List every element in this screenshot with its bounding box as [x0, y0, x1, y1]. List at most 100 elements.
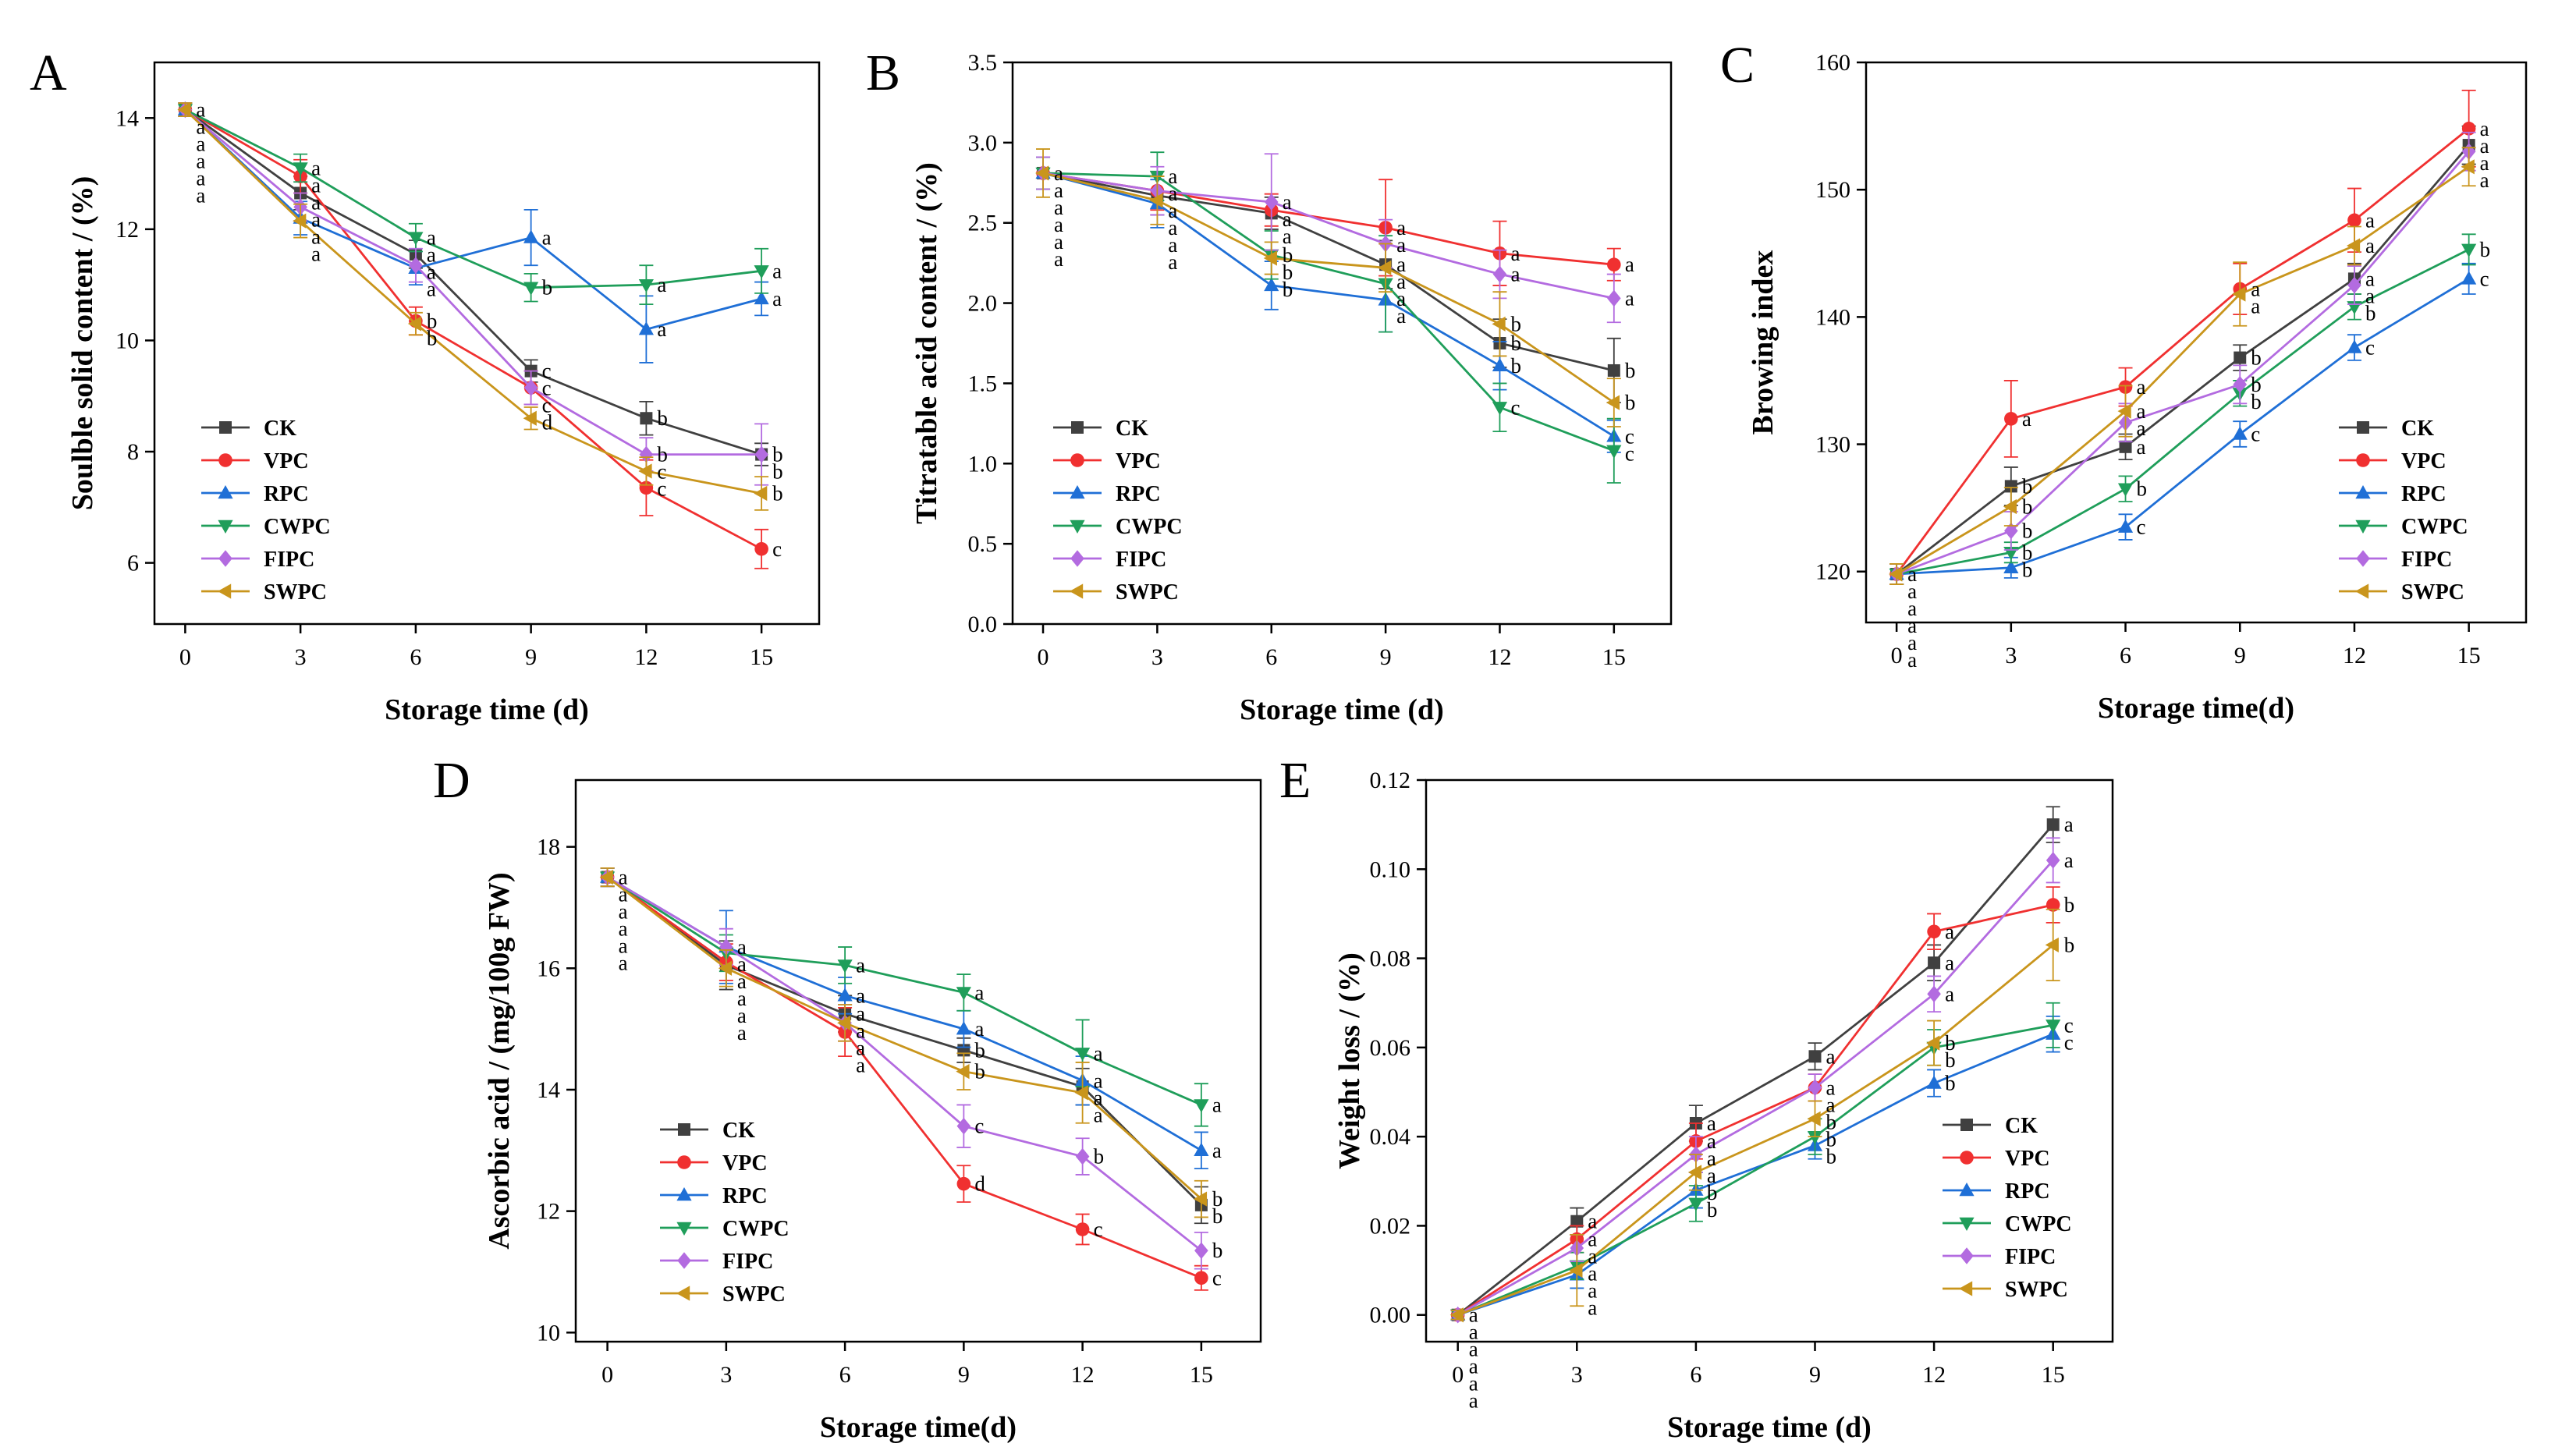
data-point-cwpc [2461, 243, 2477, 257]
data-point-ck [1607, 364, 1620, 377]
significance-label-fipc: a [737, 952, 747, 976]
significance-label-vpc: b [427, 309, 438, 332]
significance-label-fipc: a [2064, 849, 2074, 872]
data-point-ck [2004, 480, 2017, 493]
y-tick-label: 0.5 [968, 531, 998, 557]
data-point-fipc [2046, 852, 2060, 869]
data-point-rpc [1264, 277, 1279, 292]
series-line-fipc [184, 108, 762, 456]
significance-label-fipc: a [1707, 1147, 1716, 1170]
significance-label-rpc: b [1945, 1072, 1956, 1095]
data-point-fipc [1194, 1242, 1208, 1260]
y-tick-label: 8 [127, 439, 139, 465]
panel-b: B 0 3 6 9 12 15 0.0 0.5 1.0 1.5 2.0 2.5 3.0 3.5 Storag… [866, 44, 1673, 726]
legend-marker-ck [1071, 421, 1084, 434]
panel-letter-a: A [30, 44, 67, 101]
significance-label-swpc: a [856, 1037, 865, 1060]
legend-marker-rpc [2355, 485, 2371, 499]
series-line-vpc [1895, 127, 2470, 575]
significance-label-vpc: a [311, 173, 321, 197]
significance-label-rpc: b [2022, 558, 2033, 581]
significance-label-vpc: a [856, 1054, 865, 1077]
x-tick-label: 0 [1452, 1362, 1464, 1388]
series-rpc [177, 101, 769, 364]
legend-label-fipc: FIPC [1116, 548, 1166, 572]
legend-marker-vpc [1070, 453, 1084, 467]
y-tick-label: 0.02 [1370, 1213, 1411, 1239]
significance-label-vpc: c [1212, 1266, 1222, 1289]
significance-label-vpc: a [1168, 182, 1177, 205]
plot-frame [1011, 61, 1673, 626]
x-tick-label: 0 [601, 1362, 613, 1388]
panel-letter-d: D [433, 752, 470, 809]
significance-label-rpc: c [1625, 424, 1634, 448]
x-axis-title: Storage time (d) [1240, 693, 1444, 726]
data-point-cwpc [956, 987, 971, 1001]
x-axis-title: Storage time (d) [385, 693, 589, 726]
significance-label-rpc: a [311, 225, 321, 248]
significance-label-swpc: a [311, 242, 321, 265]
significance-label-fipc: a [619, 934, 628, 958]
significance-label-cwpc: a [1212, 1093, 1222, 1116]
significance-label-rpc: a [1094, 1069, 1103, 1092]
significance-label-swpc: b [1510, 312, 1521, 335]
data-point-fipc [719, 938, 733, 956]
significance-label-fipc: a [1054, 230, 1063, 254]
data-point-fipc [409, 257, 423, 274]
significance-label-rpc: a [1907, 597, 1917, 620]
significance-label-vpc: a [2022, 407, 2031, 431]
y-tick-label: 14 [115, 105, 139, 131]
significance-label-ck: a [1094, 1086, 1103, 1109]
series-swpc [1889, 147, 2476, 585]
significance-label-rpc: a [427, 278, 436, 301]
data-point-ck [1570, 1215, 1584, 1228]
legend-label-cwpc: CWPC [2401, 515, 2468, 539]
series-swpc [1035, 148, 1621, 427]
legend-marker-rpc [218, 485, 233, 499]
significance-label-fipc: c [542, 394, 552, 417]
legend-marker-fipc [2356, 550, 2370, 567]
significance-label-cwpc: a [737, 970, 747, 993]
series-fipc [1889, 131, 2476, 585]
significance-label-cwpc: a [657, 273, 666, 296]
significance-label-swpc: a [1396, 270, 1406, 293]
series-line-cwpc [606, 876, 1202, 1106]
significance-label-fipc: a [1625, 286, 1634, 310]
significance-label-fipc: b [772, 460, 783, 484]
significance-label-ck: b [2251, 346, 2262, 370]
significance-label-ck: a [1396, 253, 1406, 276]
legend-label-vpc: VPC [2401, 449, 2446, 473]
x-tick-label: 6 [1265, 644, 1277, 670]
legend-label-ck: CK [2005, 1114, 2038, 1138]
series-rpc [1450, 1015, 2061, 1321]
significance-label-ck: a [737, 1004, 747, 1027]
legend-marker-fipc [218, 550, 232, 567]
legend-label-rpc: RPC [264, 482, 309, 506]
x-tick-label: 15 [1190, 1362, 1213, 1388]
y-tick-label: 1.5 [968, 371, 998, 396]
significance-label-fipc: a [2365, 284, 2375, 307]
y-tick-label: 6 [127, 551, 139, 576]
series-rpc [1035, 156, 1622, 453]
x-tick-label: 9 [2234, 643, 2246, 668]
data-point-swpc [2232, 286, 2246, 302]
legend-marker-rpc [1959, 1183, 1975, 1197]
legend-marker-swpc [1070, 583, 1084, 599]
x-tick-label: 3 [720, 1362, 732, 1388]
x-tick-label: 15 [2457, 643, 2481, 668]
data-point-rpc [2461, 271, 2477, 285]
significance-label-vpc: a [1945, 920, 1954, 943]
significance-label-fipc: a [1907, 631, 1917, 654]
data-point-swpc [1193, 1191, 1208, 1207]
significance-label-ck: a [1707, 1112, 1716, 1135]
data-point-rpc [837, 988, 853, 1002]
significance-label-rpc: a [619, 900, 628, 924]
significance-label-vpc: a [1588, 1228, 1597, 1251]
significance-label-fipc: a [2137, 417, 2146, 440]
significance-label-ck: a [1283, 225, 1292, 248]
data-point-vpc [2004, 412, 2018, 426]
data-point-cwpc [523, 282, 539, 296]
legend-marker-swpc [218, 583, 232, 599]
significance-label-swpc: b [974, 1060, 985, 1083]
significance-label-swpc: a [2365, 234, 2375, 257]
